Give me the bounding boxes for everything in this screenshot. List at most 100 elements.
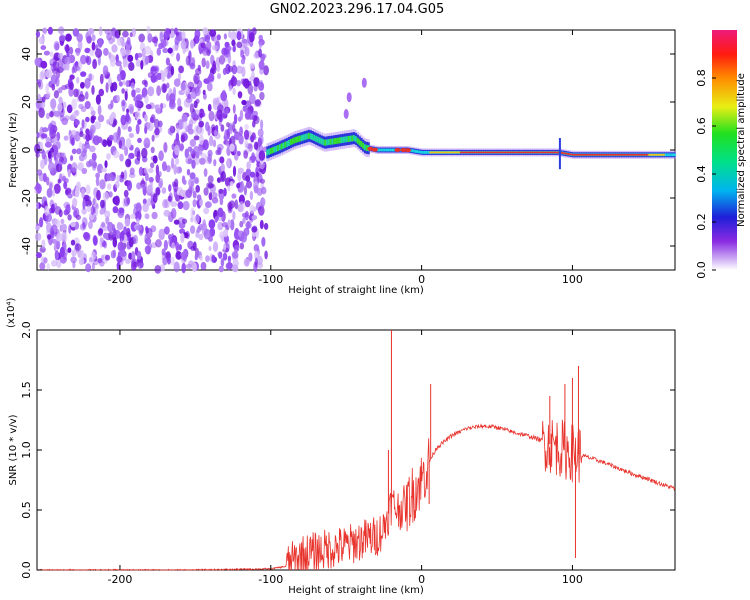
noise-cell bbox=[61, 84, 68, 91]
noise-cell bbox=[74, 65, 80, 71]
noise-cell bbox=[77, 39, 83, 51]
noise-cell bbox=[53, 183, 61, 194]
noise-cell bbox=[257, 136, 262, 148]
noise-cell bbox=[180, 82, 186, 91]
noise-cell bbox=[161, 161, 167, 172]
noise-cell bbox=[40, 60, 48, 69]
noise-cell bbox=[251, 226, 258, 233]
noise-cell bbox=[136, 150, 141, 162]
noise-cell bbox=[65, 62, 70, 71]
noise-cell bbox=[149, 116, 155, 124]
noise-cell bbox=[263, 65, 269, 76]
noise-cell bbox=[173, 181, 179, 193]
noise-cell bbox=[136, 218, 140, 224]
y-tick-label: 2.0 bbox=[20, 321, 33, 339]
noise-cell bbox=[122, 30, 129, 38]
signal-hot-cell bbox=[646, 153, 649, 156]
signal-peak-cell bbox=[280, 143, 283, 150]
noise-cell bbox=[176, 124, 180, 135]
noise-cell bbox=[55, 76, 60, 87]
noise-cell bbox=[124, 196, 130, 207]
noise-cell bbox=[211, 44, 219, 51]
signal-peak-cell bbox=[351, 135, 354, 142]
noise-cell bbox=[39, 71, 44, 81]
signal-hot-spot bbox=[405, 148, 411, 153]
noise-cell bbox=[110, 59, 116, 67]
signal-hot-cell bbox=[552, 151, 555, 154]
noise-cell bbox=[195, 232, 200, 238]
colorbar-tick-label: 0.4 bbox=[695, 165, 708, 183]
noise-cell bbox=[160, 102, 164, 110]
noise-cell bbox=[138, 166, 144, 176]
noise-cell bbox=[227, 256, 231, 265]
noise-cell bbox=[124, 90, 128, 101]
noise-cell bbox=[126, 180, 132, 192]
noise-cell bbox=[208, 73, 215, 83]
noise-cell bbox=[128, 61, 135, 71]
noise-cell bbox=[129, 106, 134, 115]
noise-cell bbox=[150, 146, 155, 154]
noise-cell bbox=[213, 129, 218, 137]
signal-hot-cell bbox=[599, 153, 602, 156]
noise-cell bbox=[97, 38, 103, 48]
noise-cell bbox=[36, 202, 40, 210]
signal-hot-cell bbox=[631, 153, 635, 156]
noise-cell bbox=[144, 114, 148, 122]
signal-hot-cell bbox=[613, 153, 616, 156]
noise-cell bbox=[147, 198, 151, 207]
noise-cell bbox=[258, 41, 263, 49]
noise-cell bbox=[238, 201, 245, 213]
noise-cell bbox=[175, 157, 180, 165]
noise-cell bbox=[125, 258, 131, 264]
noise-cell bbox=[145, 104, 152, 110]
noise-cell bbox=[102, 65, 109, 76]
noise-cell bbox=[213, 159, 217, 167]
signal-peak-cell bbox=[340, 137, 343, 144]
noise-cell bbox=[72, 260, 76, 269]
noise-cell bbox=[155, 164, 160, 176]
signal-hot-cell bbox=[588, 153, 591, 156]
noise-cell bbox=[96, 136, 103, 144]
signal-peak-cell bbox=[345, 136, 349, 143]
noise-cell bbox=[185, 189, 192, 199]
noise-cell bbox=[181, 218, 188, 224]
noise-cell bbox=[200, 261, 207, 271]
signal-peak-cell bbox=[391, 148, 394, 152]
noise-cell bbox=[115, 60, 122, 67]
signal-peak-cell bbox=[385, 148, 388, 152]
signal-peak-cell bbox=[311, 134, 314, 140]
noise-cell bbox=[90, 206, 95, 216]
noise-cell bbox=[37, 93, 41, 102]
noise-cell bbox=[245, 109, 252, 119]
snr-plot-area bbox=[36, 330, 676, 571]
noise-cell bbox=[80, 250, 84, 260]
signal-peak-cell bbox=[342, 136, 345, 143]
noise-cell bbox=[245, 221, 252, 229]
signal-hot-cell bbox=[523, 151, 526, 154]
noise-cell bbox=[58, 52, 64, 59]
signal-hot-cell bbox=[639, 153, 642, 156]
noise-cell bbox=[70, 239, 76, 246]
noise-cell bbox=[70, 256, 77, 264]
noise-cell bbox=[211, 124, 216, 132]
signal-hot-cell bbox=[503, 151, 506, 154]
noise-cell bbox=[259, 161, 265, 170]
spectrogram-signal-track bbox=[266, 77, 676, 170]
noise-cell bbox=[130, 251, 136, 261]
noise-cell bbox=[117, 251, 121, 262]
noise-cell bbox=[178, 143, 185, 151]
noise-cell bbox=[97, 104, 102, 116]
noise-cell bbox=[40, 45, 47, 51]
noise-cell bbox=[244, 200, 251, 208]
signal-peak-cell bbox=[356, 137, 359, 144]
signal-hot-cell bbox=[481, 151, 484, 154]
noise-cell bbox=[120, 49, 126, 57]
noise-cell bbox=[74, 119, 80, 126]
signal-hot-cell bbox=[650, 153, 653, 156]
noise-cell bbox=[55, 240, 61, 248]
noise-cell bbox=[43, 257, 48, 264]
noise-cell bbox=[49, 51, 54, 58]
colorbar-tick-label: 0.6 bbox=[695, 117, 708, 135]
noise-cell bbox=[44, 201, 48, 207]
